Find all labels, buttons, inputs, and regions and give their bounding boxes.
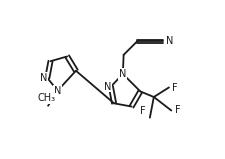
Text: N: N xyxy=(54,86,61,96)
Text: CH₃: CH₃ xyxy=(37,93,56,103)
Text: N: N xyxy=(119,69,126,79)
Text: N: N xyxy=(40,73,47,83)
Text: F: F xyxy=(172,83,178,93)
Text: N: N xyxy=(166,36,173,46)
Text: F: F xyxy=(175,105,180,115)
Text: F: F xyxy=(140,106,146,116)
Text: N: N xyxy=(104,82,111,92)
